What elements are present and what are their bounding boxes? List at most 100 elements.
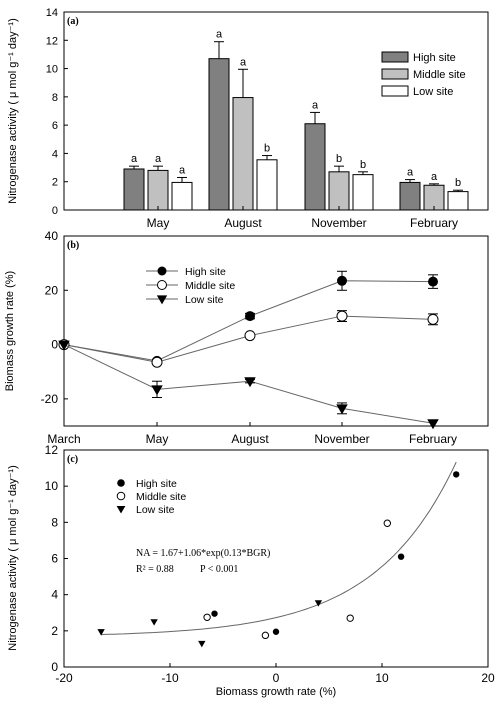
data-point [150,619,158,626]
legend-label: Middle site [185,280,235,292]
panel-c-fit-curve [101,461,457,636]
bar [123,168,145,211]
data-point [151,356,163,368]
legend-marker [157,280,167,290]
x-tick-label: August [231,432,269,446]
panel-c-x-label: Biomass growth rate (%) [216,686,336,698]
y-tick-label: 14 [46,7,58,19]
data-point [245,311,255,322]
error-bar [310,111,320,124]
error-bar [214,41,224,59]
data-point [272,628,280,635]
y-tick-label: 4 [51,588,58,602]
significance-letter: a [407,167,414,179]
y-tick-label: 0 [51,660,58,674]
legend-label: Middle site [136,491,186,503]
significance-letter: b [455,177,461,189]
data-point [151,385,163,396]
panel-c-r-squared: R² = 0.88 [136,564,174,575]
error-bar [429,183,439,186]
significance-letter: b [336,153,342,165]
x-tick-label: November [311,216,366,230]
x-tick-label: -20 [55,671,73,685]
y-tick-label: 20 [45,283,59,297]
x-tick-label: March [47,432,80,446]
x-tick-label: August [224,216,262,230]
y-tick-label: 2 [51,624,58,638]
x-tick-label: May [147,216,170,230]
y-tick-label: 12 [46,35,58,47]
significance-letter: a [312,99,319,111]
error-bar [334,165,344,172]
significance-letter: a [216,29,223,41]
panel-a-x-labels: May August November February [147,206,458,230]
legend-marker [116,505,126,514]
legend-label: Low site [413,86,453,98]
bar [328,171,350,211]
panel-c-label: (c) [67,454,78,465]
legend-label: High site [413,52,456,64]
data-point [336,310,348,322]
data-point [346,614,354,622]
bar [256,159,278,211]
bar [208,58,230,211]
data-point [203,613,211,621]
y-tick-label: 10 [45,479,59,493]
significance-letter: a [431,171,438,183]
y-tick-label: 12 [45,443,59,457]
significance-letter: a [131,153,138,165]
y-tick-label: 8 [51,515,58,529]
data-point [58,340,70,351]
x-tick-label: May [146,432,169,446]
bar [232,97,254,211]
panel-a-legend: High site Middle site Low site [381,51,466,98]
error-bar [405,179,415,183]
panel-a-y-ticks: 0 2 4 6 8 10 12 14 [46,7,68,217]
data-point [244,330,256,342]
panel-b-label: (b) [67,240,79,251]
y-tick-label: -20 [41,392,59,406]
error-bar [129,165,139,169]
panel-c: (c) 0 2 4 6 8 10 12 -20 -10 0 10 20 High siteMiddl… [7,443,495,698]
panel-a-label: (a) [67,16,79,27]
error-bar [358,171,368,175]
error-bar [453,189,463,192]
error-bar [238,68,248,98]
significance-letter: a [179,164,186,176]
bar [352,174,374,211]
data-point [336,404,348,415]
legend-label: Low site [185,294,224,306]
panel-c-y-label: Nitrogenase activity ( μ mol g⁻¹ day⁻¹) [7,465,19,650]
panel-b-legend: High site Middle site Low site [146,266,235,306]
data-point [427,419,439,430]
panel-c-points [97,471,460,648]
error-bar [262,155,272,160]
x-tick-label: November [314,432,369,446]
panel-b-y-label: Biomass growth rate (%) [4,271,16,391]
data-point [211,610,218,617]
y-tick-label: 8 [52,92,58,104]
legend-marker [116,491,126,501]
legend-label: High site [136,478,177,490]
x-tick-label: February [409,432,457,446]
bar [171,181,193,211]
y-tick-label: 6 [52,120,58,132]
data-point [453,471,460,478]
panel-c-x-ticks: -20 -10 0 10 20 [55,663,495,685]
significance-letter: a [155,153,162,165]
data-point [97,629,105,636]
panel-c-p-value: P < 0.001 [200,564,238,575]
legend-swatch [381,51,409,63]
panel-c-equation: NA = 1.67+1.06*exp(0.13*BGR) [136,548,270,559]
data-point [198,640,206,648]
y-tick-label: 6 [51,552,58,566]
legend-label: Low site [136,504,175,516]
panel-b-x-labels: March May August November February [47,422,457,446]
x-tick-label: 0 [273,671,280,685]
y-tick-label: 0 [52,205,58,217]
bar [447,191,469,211]
panel-a-y-label: Nitrogenase activity ( μ mol g⁻¹ day⁻¹) [7,18,19,203]
y-tick-label: 0 [51,338,58,352]
bar [399,181,421,211]
